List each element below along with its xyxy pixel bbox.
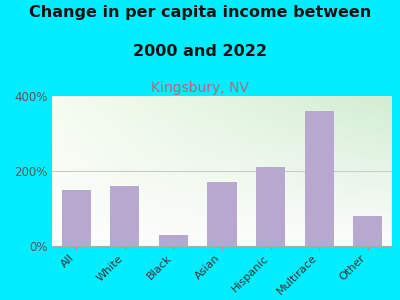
Bar: [304, 111, 334, 246]
Bar: [208, 182, 236, 246]
Bar: [256, 167, 285, 246]
Text: Kingsbury, NV: Kingsbury, NV: [151, 81, 249, 95]
Bar: [110, 186, 140, 246]
Bar: [62, 190, 91, 246]
Bar: [353, 216, 382, 246]
Text: Change in per capita income between: Change in per capita income between: [29, 4, 371, 20]
Text: 2000 and 2022: 2000 and 2022: [133, 44, 267, 59]
Bar: [159, 235, 188, 246]
